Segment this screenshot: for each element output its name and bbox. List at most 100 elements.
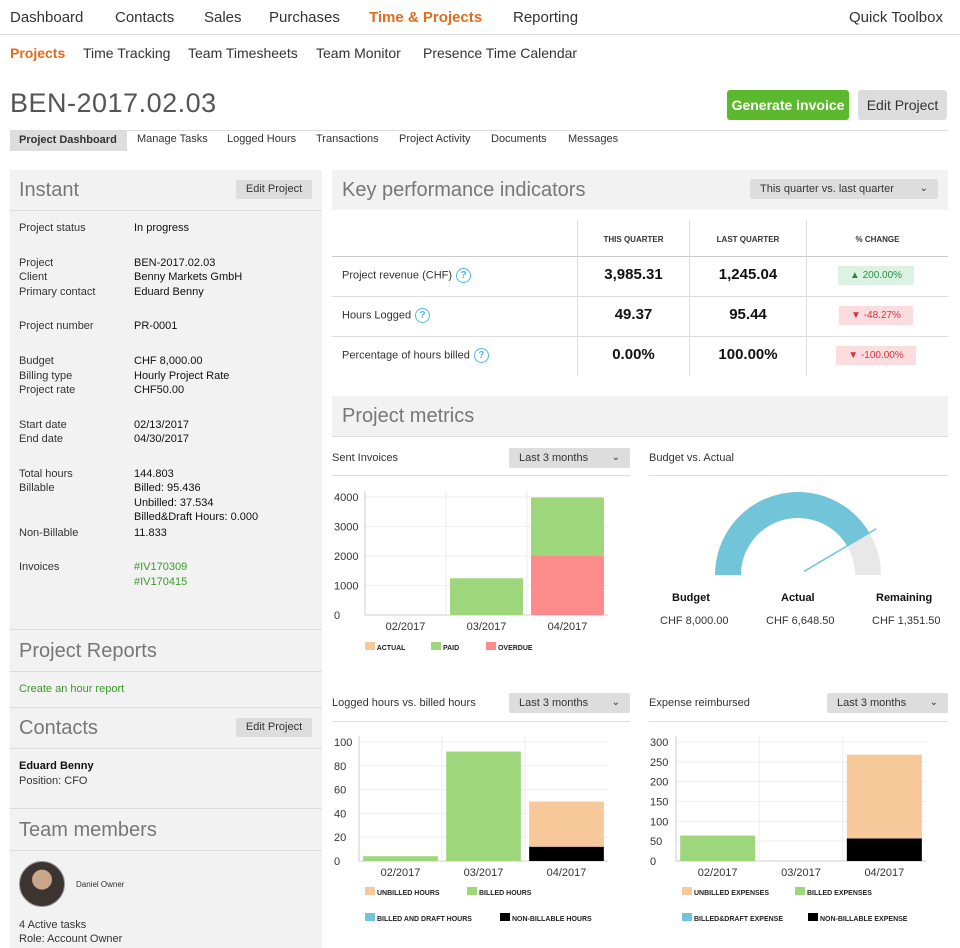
- x-tick-label: 03/2017: [467, 621, 507, 633]
- legend-item[interactable]: BILLED EXPENSES: [795, 887, 872, 897]
- nav-quick-toolbox[interactable]: Quick Toolbox: [849, 9, 943, 26]
- detail-label: Client: [19, 271, 48, 283]
- actual-label: Actual: [781, 592, 815, 604]
- tab-logged-hours[interactable]: Logged Hours: [227, 133, 297, 145]
- sent-invoices-period-select[interactable]: Last 3 months ⌄: [509, 448, 630, 468]
- nav-dashboard[interactable]: Dashboard: [10, 9, 84, 26]
- invoice-link[interactable]: #IV170309: [134, 561, 188, 573]
- divider: [332, 336, 948, 337]
- tab-project-activity[interactable]: Project Activity: [399, 133, 471, 145]
- legend-item[interactable]: PAID: [431, 642, 459, 652]
- kpi-value: 0.00%: [612, 346, 655, 363]
- legend-swatch: [365, 913, 375, 921]
- tab-manage-tasks[interactable]: Manage Tasks: [137, 133, 208, 145]
- logged-hours-period-select[interactable]: Last 3 months ⌄: [509, 693, 630, 713]
- detail-label: Total hours: [19, 468, 73, 480]
- detail-value: Billed: 95.436: [134, 482, 201, 494]
- bar-billed-hours: [363, 856, 438, 861]
- legend-item[interactable]: NON-BILLABLE HOURS: [500, 913, 592, 923]
- tab-messages[interactable]: Messages: [568, 133, 619, 145]
- legend-item[interactable]: BILLED&DRAFT EXPENSE: [682, 913, 783, 923]
- y-tick-label: 2000: [334, 551, 358, 563]
- kpi-change-badge: ▼ -48.27%: [839, 306, 913, 325]
- legend-item[interactable]: NON-BILLABLE EXPENSE: [808, 913, 907, 923]
- help-icon[interactable]: ?: [415, 308, 431, 323]
- instant-edit-project-button[interactable]: Edit Project: [236, 180, 312, 199]
- legend-item[interactable]: BILLED HOURS: [467, 887, 531, 897]
- kpi-change-badge: ▼ -100.00%: [836, 346, 916, 365]
- subnav-time-tracking[interactable]: Time Tracking: [83, 45, 171, 61]
- nav-contacts[interactable]: Contacts: [115, 9, 175, 26]
- avatar[interactable]: [19, 861, 65, 907]
- tab-project-dashboard[interactable]: Project Dashboard: [10, 130, 127, 151]
- invoice-link[interactable]: #IV170415: [134, 576, 188, 588]
- legend-item[interactable]: OVERDUE: [486, 642, 533, 652]
- divider: [10, 629, 322, 630]
- subnav-projects[interactable]: Projects: [10, 45, 66, 61]
- y-tick-label: 100: [650, 816, 668, 828]
- kpi-value: 49.37: [614, 306, 653, 323]
- nav-time-projects[interactable]: Time & Projects: [369, 9, 483, 26]
- y-tick-label: 80: [334, 761, 346, 773]
- expense-chart: 0 50 100 150 200 250 300 02/2017 03/2017 04/2017: [650, 736, 926, 879]
- kpi-change-badge: ▲ 200.00%: [838, 266, 914, 285]
- kpi-row-hours: Hours Logged?: [342, 308, 431, 323]
- legend-label: BILLED AND DRAFT HOURS: [376, 916, 472, 923]
- expense-period-select[interactable]: Last 3 months ⌄: [827, 693, 948, 713]
- subnav-team-monitor[interactable]: Team Monitor: [316, 45, 401, 61]
- legend-item[interactable]: BILLED AND DRAFT HOURS: [365, 913, 472, 923]
- legend-item[interactable]: UNBILLED EXPENSES: [682, 887, 769, 897]
- bar-billed-hours: [446, 751, 521, 861]
- contacts-edit-project-button[interactable]: Edit Project: [236, 718, 312, 737]
- help-icon[interactable]: ?: [473, 348, 489, 363]
- y-tick-label: 150: [650, 797, 668, 809]
- legend-item[interactable]: UNBILLED HOURS: [365, 887, 440, 897]
- kpi-value: 1,245.04: [718, 266, 778, 283]
- help-icon[interactable]: ?: [456, 268, 472, 283]
- divider: [10, 210, 322, 211]
- x-tick-label: 02/2017: [386, 621, 426, 633]
- subnav-team-timesheets[interactable]: Team Timesheets: [188, 45, 298, 61]
- kpi-value: 100.00%: [718, 346, 778, 363]
- y-tick-label: 4000: [334, 492, 358, 504]
- logged-hours-title: Logged hours vs. billed hours: [332, 697, 476, 709]
- detail-label: End date: [19, 433, 64, 445]
- kpi-period-select[interactable]: This quarter vs. last quarter ⌄: [750, 179, 938, 199]
- legend-swatch: [682, 887, 692, 895]
- legend-swatch: [467, 887, 477, 895]
- contact-name[interactable]: Eduard Benny: [19, 760, 94, 772]
- legend-label: BILLED HOURS: [478, 890, 532, 897]
- divider: [649, 475, 948, 476]
- bar-paid: [450, 578, 523, 615]
- detail-value: Unbilled: 37.534: [134, 497, 214, 509]
- nav-reporting[interactable]: Reporting: [513, 9, 579, 26]
- kpi-title: Key performance indicators: [342, 179, 586, 201]
- nav-purchases[interactable]: Purchases: [269, 9, 340, 26]
- remaining-value: CHF 1,351.50: [872, 615, 941, 627]
- legend-swatch: [365, 642, 375, 650]
- legend-label: NON-BILLABLE HOURS: [511, 916, 592, 923]
- expense-reimbursed-title: Expense reimbursed: [649, 697, 750, 709]
- detail-label: Billing type: [19, 370, 73, 382]
- nav-sales[interactable]: Sales: [204, 9, 242, 26]
- team-member-name[interactable]: Daniel Owner: [76, 880, 125, 889]
- detail-value: Billed&Draft Hours: 0.000: [134, 511, 259, 523]
- kpi-row-revenue: Project revenue (CHF)?: [342, 268, 472, 283]
- subnav-presence-calendar[interactable]: Presence Time Calendar: [423, 45, 578, 61]
- edit-project-button[interactable]: Edit Project: [858, 90, 947, 120]
- tab-transactions[interactable]: Transactions: [316, 133, 379, 145]
- generate-invoice-button[interactable]: Generate invoice: [727, 90, 849, 120]
- legend-item[interactable]: ACTUAL: [365, 642, 405, 652]
- legend-label: BILLED&DRAFT EXPENSE: [693, 916, 784, 923]
- bar-unbilled-expenses: [846, 754, 922, 839]
- tab-documents[interactable]: Documents: [491, 133, 547, 145]
- remaining-label: Remaining: [876, 592, 933, 604]
- y-tick-label: 50: [650, 836, 662, 848]
- create-hour-report-link[interactable]: Create an hour report: [19, 683, 125, 695]
- y-tick-label: 200: [650, 777, 668, 789]
- y-tick-label: 0: [334, 856, 340, 868]
- gauge-actual-arc: [715, 491, 870, 575]
- chevron-down-icon: ⌄: [919, 183, 928, 194]
- detail-label: Billable: [19, 482, 55, 494]
- detail-value: BEN-2017.02.03: [134, 257, 216, 269]
